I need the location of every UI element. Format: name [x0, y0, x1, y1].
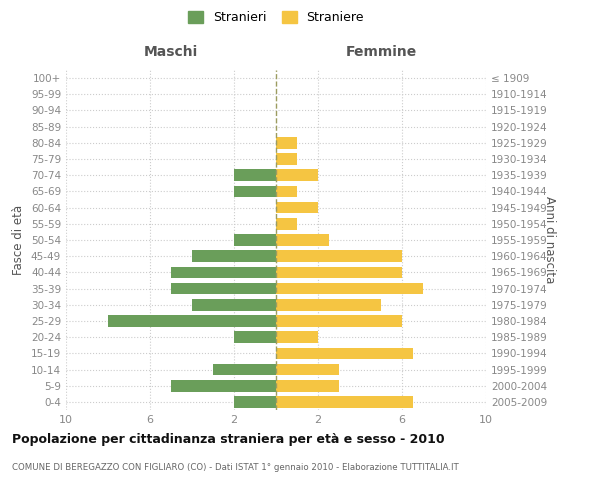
Bar [276, 299, 381, 310]
Y-axis label: Anni di nascita: Anni di nascita [543, 196, 556, 284]
Bar [276, 332, 318, 343]
Bar [276, 234, 329, 246]
Bar [276, 250, 402, 262]
Bar [276, 218, 297, 230]
Bar [276, 202, 318, 213]
Bar [171, 266, 276, 278]
Bar [276, 266, 402, 278]
Bar [276, 170, 318, 181]
Bar [276, 364, 339, 376]
Bar [234, 234, 276, 246]
Bar [234, 396, 276, 407]
Bar [276, 153, 297, 165]
Bar [234, 170, 276, 181]
Text: Femmine: Femmine [346, 46, 416, 60]
Bar [171, 282, 276, 294]
Text: COMUNE DI BEREGAZZO CON FIGLIARO (CO) - Dati ISTAT 1° gennaio 2010 - Elaborazion: COMUNE DI BEREGAZZO CON FIGLIARO (CO) - … [12, 462, 459, 471]
Bar [213, 364, 276, 376]
Text: Popolazione per cittadinanza straniera per età e sesso - 2010: Popolazione per cittadinanza straniera p… [12, 432, 445, 446]
Bar [171, 380, 276, 392]
Bar [276, 315, 402, 327]
Bar [276, 380, 339, 392]
Bar [234, 332, 276, 343]
Bar [234, 186, 276, 198]
Bar [108, 315, 276, 327]
Bar [276, 137, 297, 148]
Bar [276, 186, 297, 198]
Bar [276, 348, 413, 359]
Text: Maschi: Maschi [144, 46, 198, 60]
Bar [192, 250, 276, 262]
Bar [276, 282, 423, 294]
Bar [192, 299, 276, 310]
Bar [276, 396, 413, 407]
Legend: Stranieri, Straniere: Stranieri, Straniere [188, 11, 364, 24]
Y-axis label: Fasce di età: Fasce di età [13, 205, 25, 275]
